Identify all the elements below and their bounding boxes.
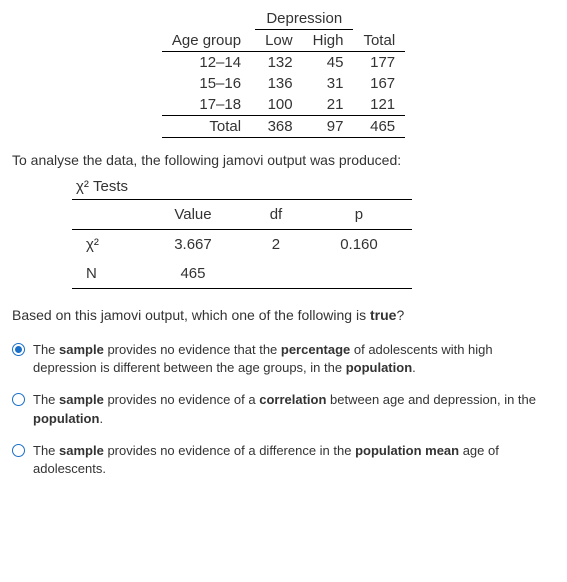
chisq-cell: 3.667 [140,230,246,260]
chisq-title: χ² Tests [72,178,555,195]
table-cell: 21 [303,94,354,116]
answer-option[interactable]: The sample provides no evidence that the… [12,341,555,377]
row-header-label: Age group [162,30,255,52]
chisq-cell: 0.160 [306,230,412,260]
chisq-col: df [246,200,306,230]
answer-option[interactable]: The sample provides no evidence of a cor… [12,391,555,427]
chisq-tests-wrap: χ² Tests Value df p χ²3.66720.160 N465 [72,178,555,289]
table-cell: 121 [353,94,405,116]
total-cell: 368 [255,116,303,138]
chisq-col: p [306,200,412,230]
total-label: Total [162,116,255,138]
contingency-table-wrap: Depression Age group Low High Total 12–1… [12,8,555,138]
option-text: The sample provides no evidence of a cor… [33,391,555,427]
total-cell: 465 [353,116,405,138]
question-text: Based on this jamovi output, which one o… [12,307,555,323]
table-cell: 31 [303,73,354,94]
radio-button[interactable] [12,393,25,406]
age-group-label: 12–14 [162,52,255,74]
narrative-text: To analyse the data, the following jamov… [12,152,555,168]
table-cell: 100 [255,94,303,116]
radio-button[interactable] [12,343,25,356]
table-cell: 132 [255,52,303,74]
radio-selected-dot [15,346,22,353]
radio-button[interactable] [12,444,25,457]
answer-option[interactable]: The sample provides no evidence of a dif… [12,442,555,478]
table-cell: 177 [353,52,405,74]
table-cell: 45 [303,52,354,74]
col-label: High [303,30,354,52]
chisq-row-label: N [72,259,140,289]
contingency-table: Depression Age group Low High Total 12–1… [162,8,405,138]
options-group: The sample provides no evidence that the… [12,341,555,478]
option-text: The sample provides no evidence of a dif… [33,442,555,478]
chisq-row-label: χ² [72,230,140,260]
table-cell: 136 [255,73,303,94]
chisq-col: Value [140,200,246,230]
col-label: Total [353,30,405,52]
chisq-cell: 465 [140,259,246,289]
age-group-label: 17–18 [162,94,255,116]
option-text: The sample provides no evidence that the… [33,341,555,377]
table-cell: 167 [353,73,405,94]
chisq-cell [306,259,412,289]
col-label: Low [255,30,303,52]
chisq-cell: 2 [246,230,306,260]
age-group-label: 15–16 [162,73,255,94]
chisq-cell [246,259,306,289]
depression-spanner: Depression [255,8,353,30]
total-cell: 97 [303,116,354,138]
chisq-table: Value df p χ²3.66720.160 N465 [72,199,412,289]
